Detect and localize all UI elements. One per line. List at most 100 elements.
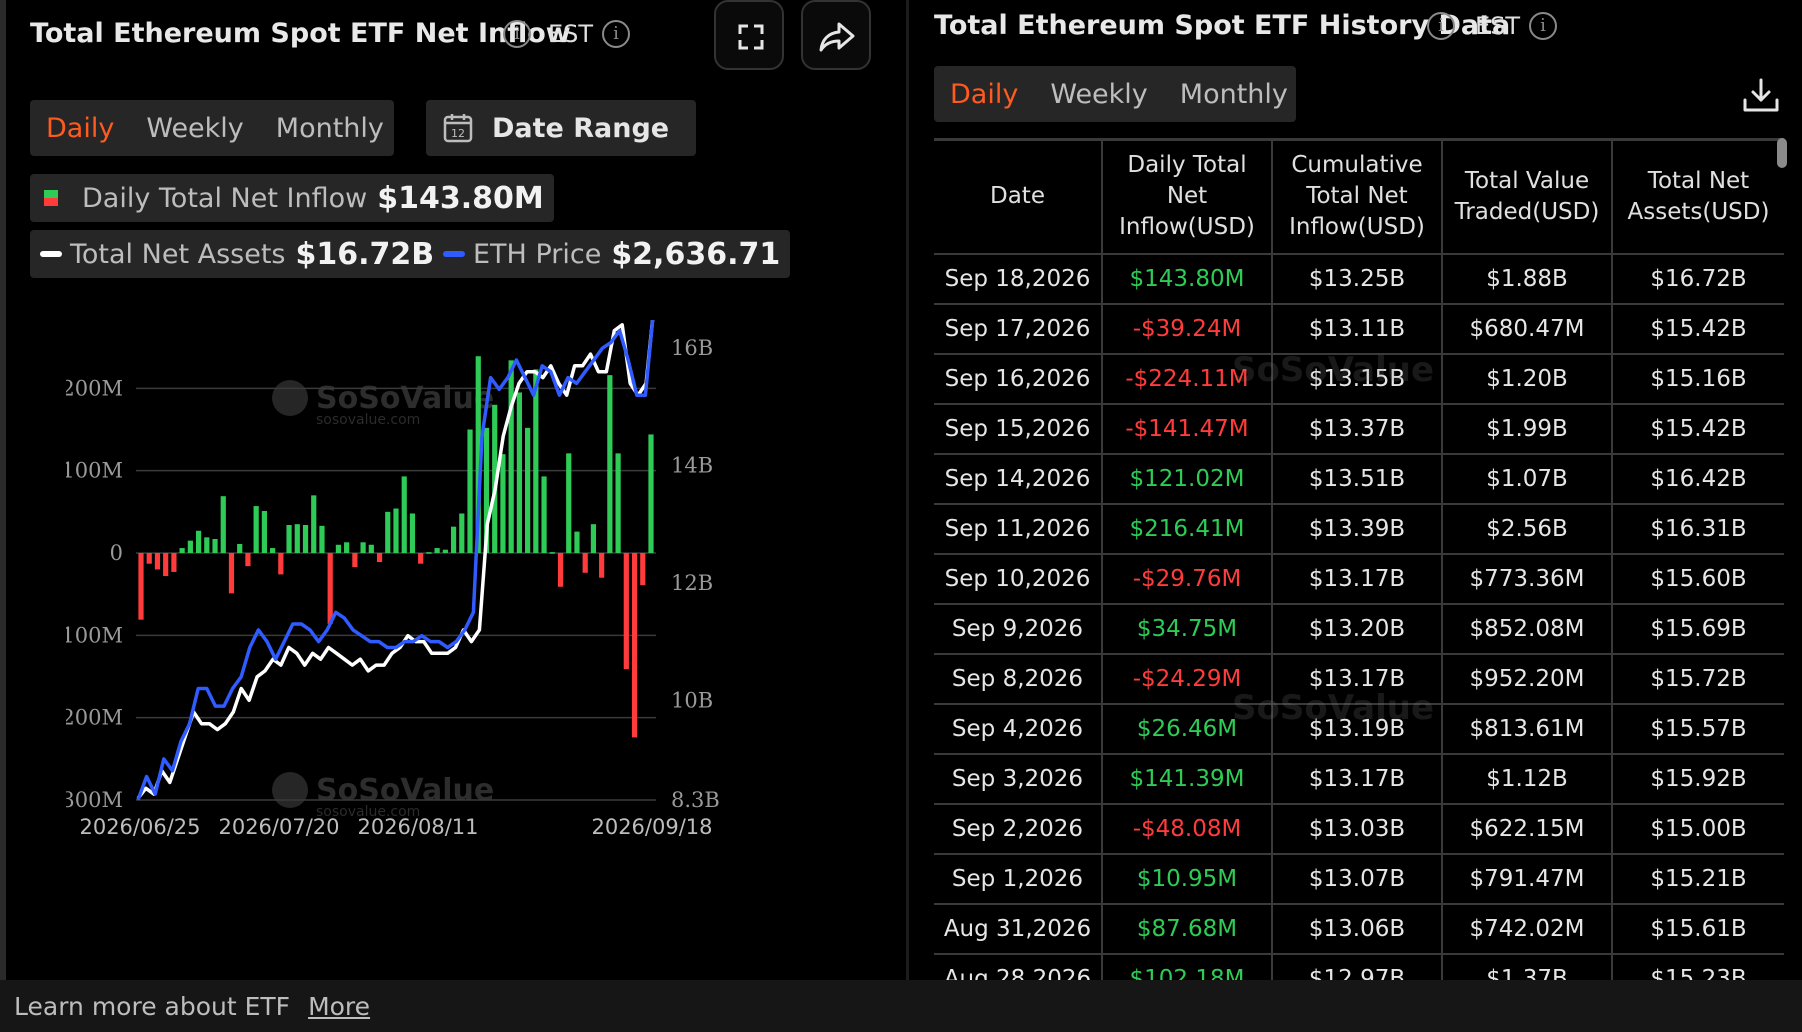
table-cell: $15.16B xyxy=(1611,353,1784,405)
table-cell: Sep 3,2026 xyxy=(934,753,1102,805)
inflow-bar xyxy=(302,525,309,553)
y-right-tick: 10B xyxy=(671,688,713,712)
inflow-bars xyxy=(138,356,654,738)
x-axis-labels: 2026/06/25 2026/07/20 2026/08/11 2026/09/18 xyxy=(79,815,712,839)
table-row: Sep 18,2026 $143.80M $13.25B $1.88B $16.72B xyxy=(934,253,1784,305)
table-cell: Sep 9,2026 xyxy=(934,603,1102,655)
stat-daily-inflow: Daily Total Net Inflow $143.80M xyxy=(30,174,554,222)
inflow-bar xyxy=(492,404,498,553)
inflow-bar xyxy=(500,454,506,553)
watermark-brand: SoSoValue xyxy=(316,773,494,808)
inflow-bar xyxy=(541,476,547,553)
inflow-bar xyxy=(533,369,539,553)
inflow-bar xyxy=(261,511,267,553)
table-cell: $813.61M xyxy=(1441,703,1612,755)
inflow-bar xyxy=(286,525,292,553)
inflow-bar xyxy=(376,553,383,563)
y-left-tick: 200M xyxy=(66,376,123,400)
table-cell: Sep 2,2026 xyxy=(934,803,1102,855)
table-header-row: Date Daily Total Net Inflow(USD) Cumulat… xyxy=(934,138,1784,255)
inflow-bar xyxy=(459,513,465,553)
download-icon[interactable] xyxy=(1741,76,1781,116)
table-cell: Sep 18,2026 xyxy=(934,253,1102,305)
timezone-info-icon[interactable]: i xyxy=(602,20,630,48)
y-right-tick: 12B xyxy=(671,571,713,595)
table-row: Sep 2,2026 -$48.08M $13.03B $622.15M $15.00B xyxy=(934,803,1784,855)
info-icon[interactable]: i xyxy=(503,20,531,48)
inflow-bar xyxy=(442,549,448,553)
table-row: Sep 4,2026 $26.46M $13.19B $813.61M $15.57B xyxy=(934,703,1784,755)
history-tab-monthly[interactable]: Monthly xyxy=(1179,78,1288,110)
inflow-bar xyxy=(270,548,276,553)
table-cell: $1.99B xyxy=(1441,403,1612,455)
table-cell: -$24.29M xyxy=(1101,653,1272,705)
history-tab-daily[interactable]: Daily xyxy=(950,78,1019,110)
table-scrollbar[interactable] xyxy=(1777,138,1787,168)
inflow-period-tabs: Daily Weekly Monthly xyxy=(30,100,394,156)
inflow-bar xyxy=(368,544,374,553)
table-row: Sep 3,2026 $141.39M $13.17B $1.12B $15.92B xyxy=(934,753,1784,805)
history-info-icon[interactable]: i xyxy=(1427,12,1455,40)
table-cell: $13.51B xyxy=(1271,453,1442,505)
date-range-button[interactable]: 12 Date Range xyxy=(426,100,696,156)
inflow-bar xyxy=(228,553,235,594)
table-cell: $791.47M xyxy=(1441,853,1612,905)
inflow-bar xyxy=(212,539,218,553)
left-axis-labels: 300M200M100M0-100M-200M-300M xyxy=(66,376,123,812)
share-button[interactable] xyxy=(801,0,871,70)
inflow-bar xyxy=(648,434,654,553)
chart-watermarks: SoSoValuesosovalue.comSoSoValuesosovalue… xyxy=(272,380,494,820)
table-cell: $13.15B xyxy=(1271,353,1442,405)
table-cell: $12.97B xyxy=(1271,953,1442,980)
table-row: Aug 31,2026 $87.68M $13.06B $742.02M $15.61B xyxy=(934,903,1784,955)
inflow-title: Total Ethereum Spot ETF Net Inflow xyxy=(30,18,571,49)
table-cell: $216.41M xyxy=(1101,503,1272,555)
inflow-bar xyxy=(525,427,531,553)
watermark-logo xyxy=(272,380,308,416)
inflow-bar xyxy=(393,508,399,553)
watermark-logo xyxy=(272,772,308,808)
inflow-bar xyxy=(195,530,202,553)
stat-price-value: $2,636.71 xyxy=(611,236,781,272)
table-cell: $1.12B xyxy=(1441,753,1612,805)
inflow-bar xyxy=(335,544,342,553)
footer-more-link[interactable]: More xyxy=(308,991,371,1021)
table-cell: $1.20B xyxy=(1441,353,1612,405)
inflow-bar xyxy=(623,553,629,670)
fullscreen-button[interactable] xyxy=(714,0,784,70)
panel-divider xyxy=(906,0,909,980)
table-cell: $13.19B xyxy=(1271,703,1442,755)
watermark-url: sosovalue.com xyxy=(316,412,420,428)
net-inflow-panel: Total Ethereum Spot ETF Net Inflow i EST… xyxy=(0,0,906,980)
x-tick: 2026/09/18 xyxy=(591,815,712,839)
table-row: Sep 16,2026 -$224.11M $13.15B $1.20B $15.16B xyxy=(934,353,1784,405)
inflow-legend-swatch xyxy=(44,190,58,206)
inflow-bar xyxy=(549,552,555,554)
inflow-bar xyxy=(171,553,177,572)
x-tick: 2026/06/25 xyxy=(79,815,200,839)
inflow-bar xyxy=(508,360,514,553)
table-cell: $622.15M xyxy=(1441,803,1612,855)
tab-daily[interactable]: Daily xyxy=(46,112,115,144)
history-table: Date Daily Total Net Inflow(USD) Cumulat… xyxy=(934,138,1784,980)
table-row: Sep 1,2026 $10.95M $13.07B $791.47M $15.21B xyxy=(934,853,1784,905)
table-cell: $143.80M xyxy=(1101,253,1272,305)
table-cell: $13.03B xyxy=(1271,803,1442,855)
inflow-bar xyxy=(450,526,457,553)
history-tab-weekly[interactable]: Weekly xyxy=(1050,78,1148,110)
table-cell: $16.31B xyxy=(1611,503,1784,555)
inflow-bar xyxy=(640,553,646,586)
table-cell: $15.61B xyxy=(1611,903,1784,955)
table-cell: Aug 31,2026 xyxy=(934,903,1102,955)
table-row: Sep 11,2026 $216.41M $13.39B $2.56B $16.31B xyxy=(934,503,1784,555)
table-cell: $13.39B xyxy=(1271,503,1442,555)
table-cell: $13.17B xyxy=(1271,553,1442,605)
table-cell: $13.06B xyxy=(1271,903,1442,955)
inflow-bar xyxy=(187,540,193,553)
tab-weekly[interactable]: Weekly xyxy=(146,112,244,144)
history-timezone-info-icon[interactable]: i xyxy=(1529,12,1557,40)
tab-monthly[interactable]: Monthly xyxy=(275,112,384,144)
table-cell: $680.47M xyxy=(1441,303,1612,355)
stat-inflow-value: $143.80M xyxy=(377,180,544,216)
